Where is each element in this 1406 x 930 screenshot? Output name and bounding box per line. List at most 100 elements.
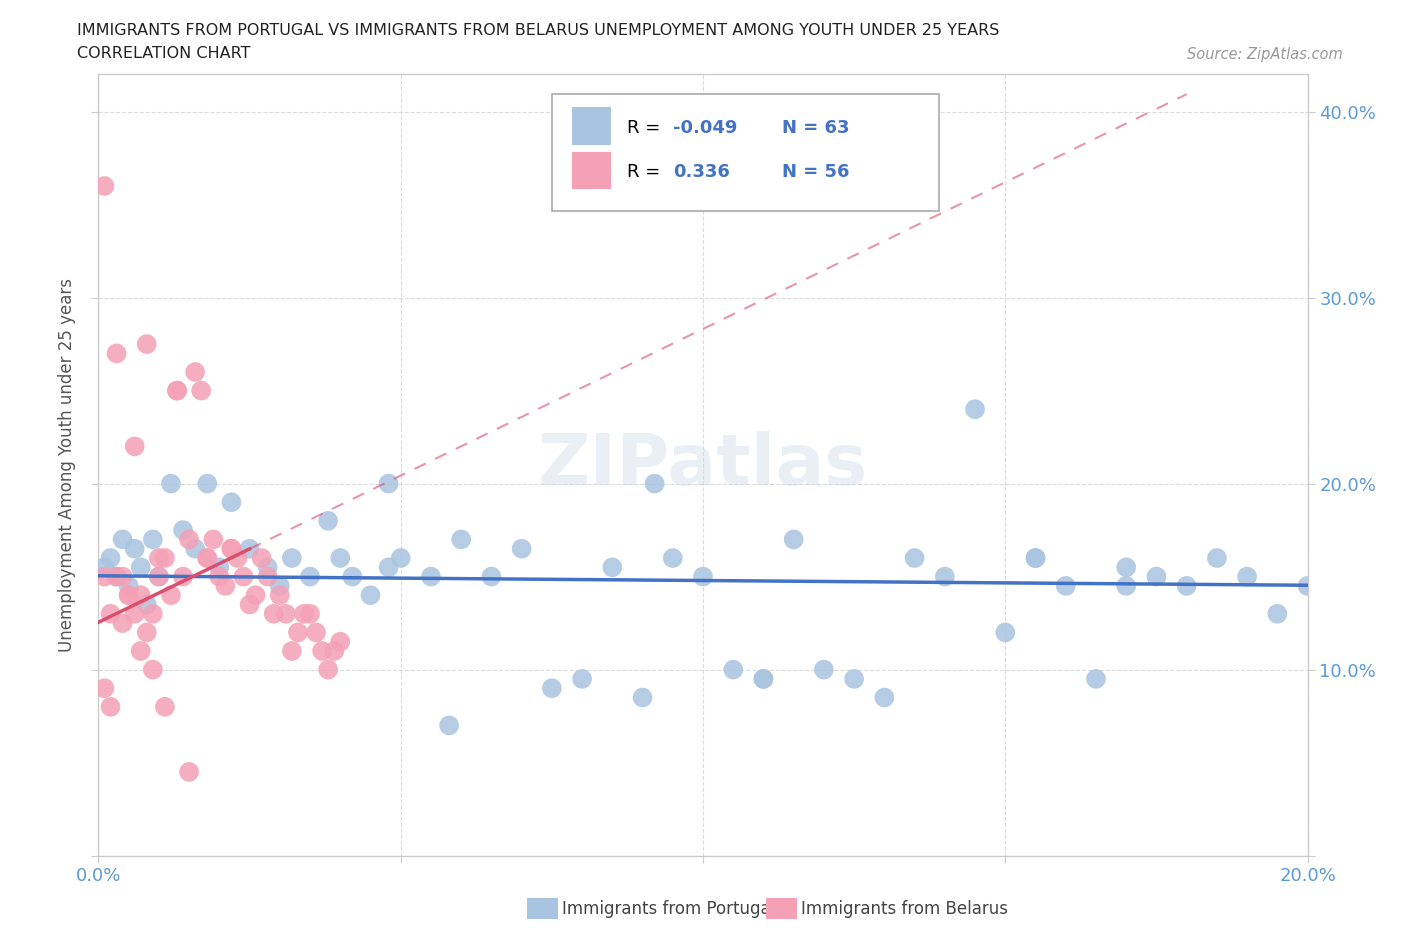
Point [153,551,176,565]
Point [287,625,309,640]
Point [342,569,364,584]
Bar [572,152,612,189]
Point [135,597,157,612]
Point [221,541,243,556]
Point [661,551,683,565]
Point [195,476,218,491]
Point [1236,569,1258,584]
Point [148,569,170,584]
Point [752,671,775,686]
Point [389,551,412,565]
Point [323,644,346,658]
Point [269,588,291,603]
Point [93,179,115,193]
Text: R =: R = [627,163,666,181]
Point [1115,560,1137,575]
Point [118,588,141,603]
Point [540,681,562,696]
Point [221,495,243,510]
Point [450,532,472,547]
Point [93,560,115,575]
Point [208,560,231,575]
Point [965,402,987,417]
Point [316,662,339,677]
Point [221,541,243,556]
Point [274,606,297,621]
Point [305,625,328,640]
Point [299,569,322,584]
Point [571,671,593,686]
Point [142,532,165,547]
Text: N = 63: N = 63 [782,118,849,137]
Point [111,569,134,584]
Point [631,690,654,705]
Point [1144,569,1167,584]
Point [420,569,443,584]
Point [1024,551,1046,565]
Point [263,606,285,621]
Point [166,383,188,398]
Point [752,671,775,686]
Text: Immigrants from Portugal: Immigrants from Portugal [562,899,776,918]
Point [124,606,146,621]
Point [723,662,745,677]
Point [292,606,315,621]
Point [129,644,152,658]
Point [1115,578,1137,593]
Point [184,541,207,556]
Point [269,578,291,593]
Text: N = 56: N = 56 [782,163,849,181]
Point [510,541,533,556]
Point [190,383,212,398]
Text: -0.049: -0.049 [672,118,737,137]
Point [195,551,218,565]
FancyBboxPatch shape [551,94,939,211]
Text: 0.336: 0.336 [672,163,730,181]
Point [100,551,122,565]
Point [172,569,194,584]
Point [329,634,352,649]
Point [329,551,352,565]
Point [783,532,806,547]
Point [904,551,927,565]
Point [239,597,262,612]
Point [377,560,399,575]
Point [172,523,194,538]
Point [1296,578,1319,593]
Point [281,551,304,565]
Point [299,606,322,621]
Point [250,551,273,565]
Point [135,337,157,352]
Point [994,625,1017,640]
Point [1267,606,1289,621]
Point [644,476,666,491]
Point [232,569,254,584]
Point [124,439,146,454]
Y-axis label: Unemployment Among Youth under 25 years: Unemployment Among Youth under 25 years [58,278,76,652]
Point [184,365,207,379]
Point [311,644,333,658]
Point [111,616,134,631]
Point [1175,578,1198,593]
Point [100,606,122,621]
Point [226,551,249,565]
Point [481,569,503,584]
Point [148,569,170,584]
Point [93,569,115,584]
Point [256,560,278,575]
Point [153,699,176,714]
Point [179,764,201,779]
Text: Source: ZipAtlas.com: Source: ZipAtlas.com [1187,46,1343,61]
Point [1085,671,1108,686]
Point [118,578,141,593]
Point [1206,551,1229,565]
Point [160,476,183,491]
Point [360,588,382,603]
Point [1024,551,1046,565]
Point [129,560,152,575]
Point [202,532,225,547]
Point [256,569,278,584]
Point [934,569,956,584]
Point [437,718,460,733]
Point [142,606,165,621]
